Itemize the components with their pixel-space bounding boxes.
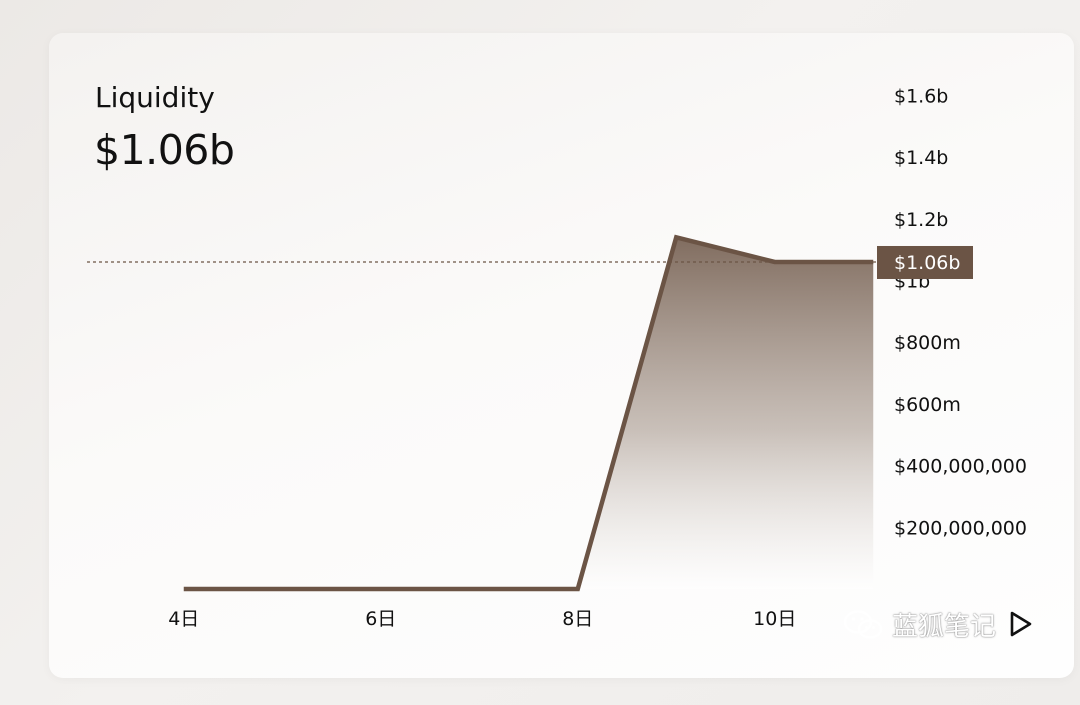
current-value-badge-text: $1.06b	[894, 252, 960, 274]
wechat-icon	[843, 609, 883, 639]
area-fill	[577, 237, 874, 589]
y-tick-label: $1.4b	[894, 147, 948, 169]
x-tick-label: 10日	[753, 608, 796, 630]
y-tick-label: $1.6b	[894, 85, 948, 107]
x-tick-label: 8日	[562, 608, 593, 630]
y-tick-label: $200,000,000	[894, 517, 1027, 539]
y-tick-label: $1.2b	[894, 209, 948, 231]
y-tick-label: $400,000,000	[894, 456, 1027, 478]
play-button[interactable]	[1007, 609, 1035, 639]
liquidity-chart: $1.6b$1.4b$1.2b$1b$800m$600m$400,000,000…	[87, 85, 1027, 630]
current-value: $1.06b	[94, 126, 235, 174]
watermark-text: 蓝狐笔记	[892, 612, 997, 642]
current-value-badge	[877, 245, 973, 279]
liquidity-card: Liquidity $1.06b $1.6b $1.4b $1.2b $1b $800m…	[49, 33, 1074, 678]
y-tick-label: $800m	[894, 332, 961, 354]
x-tick-label: 4日	[168, 608, 199, 630]
series-line	[183, 234, 874, 592]
play-icon	[1010, 611, 1032, 637]
x-tick-label: 6日	[365, 608, 396, 630]
y-tick-label: $600m	[894, 394, 961, 416]
chart-title: Liquidity	[95, 81, 215, 114]
watermark: 蓝狐笔记	[842, 606, 996, 643]
